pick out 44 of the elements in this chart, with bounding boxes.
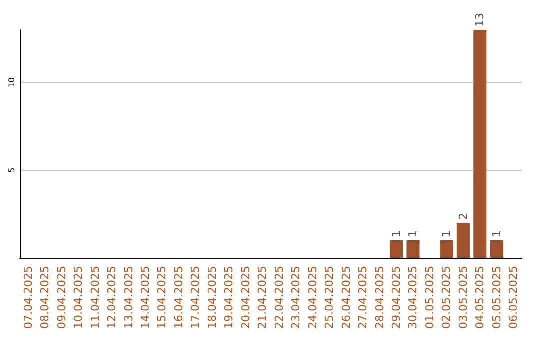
x-tick-label: 01.05.2025 bbox=[423, 266, 436, 330]
x-tick-label: 06.05.2025 bbox=[507, 266, 520, 330]
x-tick-label: 24.04.2025 bbox=[306, 266, 320, 330]
x-tick-label: 16.04.2025 bbox=[172, 266, 186, 330]
bar bbox=[390, 240, 404, 258]
x-tick-label: 08.04.2025 bbox=[38, 266, 52, 330]
x-tick-label: 21.04.2025 bbox=[256, 266, 270, 330]
y-tick-label: 5 bbox=[8, 168, 16, 173]
x-tick-label: 09.04.2025 bbox=[55, 266, 68, 330]
x-tick-label: 18.04.2025 bbox=[206, 266, 219, 330]
x-tick-label: 04.05.2025 bbox=[474, 266, 487, 330]
data-label: 1 bbox=[490, 230, 504, 238]
bar bbox=[490, 240, 504, 258]
y-tick-label: 10 bbox=[8, 78, 16, 88]
x-tick-label: 17.04.2025 bbox=[189, 266, 202, 330]
data-label: 1 bbox=[406, 230, 420, 238]
x-tick-label: 15.04.2025 bbox=[156, 266, 169, 330]
x-tick-label: 26.04.2025 bbox=[340, 266, 353, 330]
x-tick-label: 10.04.2025 bbox=[72, 266, 86, 330]
x-tick-label: 19.04.2025 bbox=[222, 266, 236, 330]
x-tick-label: 20.04.2025 bbox=[239, 266, 252, 330]
x-tick-label: 30.04.2025 bbox=[406, 266, 420, 330]
bar bbox=[456, 222, 470, 258]
x-tick-label: 22.04.2025 bbox=[272, 266, 286, 330]
x-tick-label: 14.04.2025 bbox=[139, 266, 152, 330]
x-tick-label: 07.04.2025 bbox=[22, 266, 35, 330]
data-label: 1 bbox=[440, 230, 454, 238]
x-tick-label: 12.04.2025 bbox=[106, 266, 119, 330]
x-tick-label: 28.04.2025 bbox=[373, 266, 386, 330]
bar bbox=[406, 240, 420, 258]
x-tick-label: 03.05.2025 bbox=[456, 266, 470, 330]
x-tick-label: 05.05.2025 bbox=[490, 266, 504, 330]
data-label: 1 bbox=[390, 230, 403, 238]
x-tick-label: 29.04.2025 bbox=[390, 266, 403, 330]
x-tick-label: 11.04.2025 bbox=[88, 266, 102, 330]
data-label: 2 bbox=[456, 212, 470, 220]
bar bbox=[474, 30, 487, 258]
x-tick-label: 02.05.2025 bbox=[440, 266, 454, 330]
x-tick-label: 23.04.2025 bbox=[290, 266, 303, 330]
x-tick-label: 27.04.2025 bbox=[356, 266, 370, 330]
bar bbox=[440, 240, 454, 258]
data-label: 13 bbox=[474, 13, 487, 27]
x-tick-label: 25.04.2025 bbox=[323, 266, 336, 330]
x-tick-label: 13.04.2025 bbox=[122, 266, 136, 330]
